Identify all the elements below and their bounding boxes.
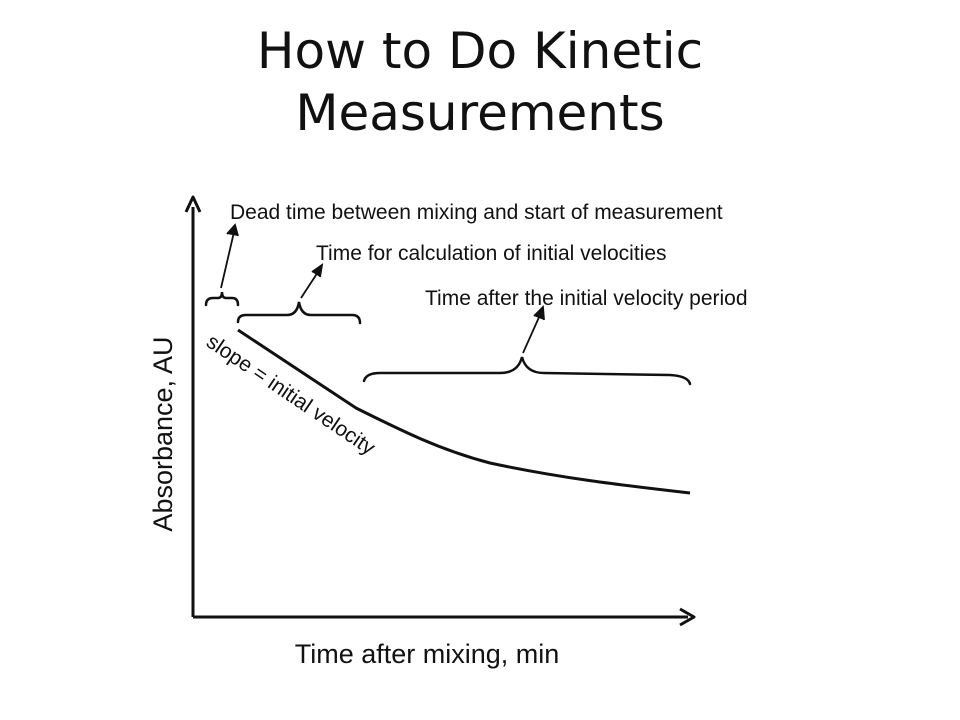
slide-title-line2: Measurements bbox=[295, 84, 665, 142]
after-period-brace bbox=[362, 356, 692, 386]
initial-velocity-arrow bbox=[300, 271, 319, 299]
axes bbox=[191, 207, 688, 619]
annotation-arrows bbox=[220, 223, 545, 354]
after-period-arrowhead bbox=[533, 304, 545, 321]
dead-time-arrowhead bbox=[226, 223, 239, 237]
slide-title-line1: How to Do Kinetic bbox=[256, 22, 704, 80]
curve-slope-label: slope = initial velocity bbox=[202, 330, 379, 460]
x-axis-arrowhead bbox=[679, 607, 696, 627]
dead-time-arrow bbox=[220, 231, 235, 289]
y-axis-arrowhead bbox=[184, 195, 202, 213]
x-axis-label: Time after mixing, min bbox=[295, 639, 560, 669]
dead-time-brace bbox=[204, 291, 240, 307]
initial-velocity-brace bbox=[236, 301, 362, 325]
after-period-label: Time after the initial velocity period bbox=[425, 287, 748, 310]
dead-time-label: Dead time between mixing and start of me… bbox=[230, 201, 723, 224]
braces bbox=[204, 291, 692, 386]
absorbance-curve bbox=[237, 328, 691, 495]
y-axis-label: Absorbance, AU bbox=[148, 336, 178, 531]
axis-arrowheads bbox=[184, 195, 696, 627]
slide-title: How to Do Kinetic Measurements bbox=[0, 20, 960, 144]
after-period-arrow bbox=[522, 314, 541, 354]
initial-velocity-time-label: Time for calculation of initial velociti… bbox=[316, 242, 667, 265]
initial-velocity-arrowhead bbox=[311, 263, 324, 278]
